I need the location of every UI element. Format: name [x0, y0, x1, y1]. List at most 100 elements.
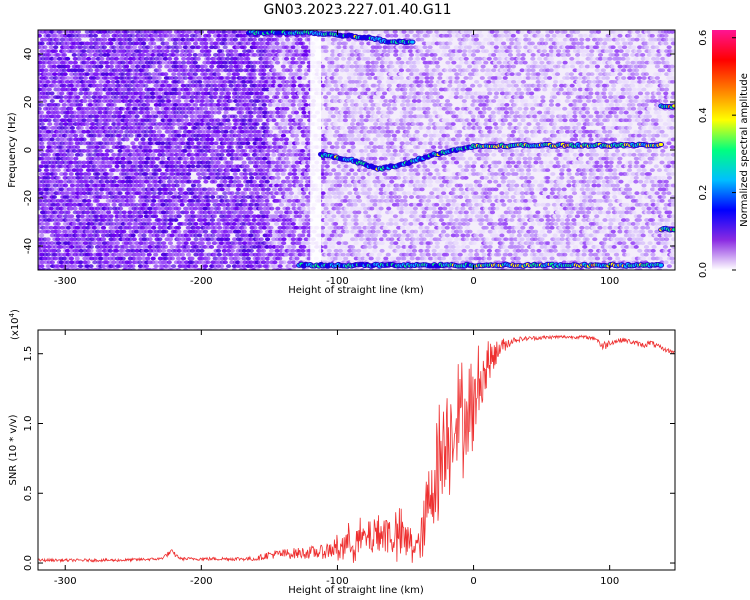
spectrogram-cell — [143, 84, 148, 88]
spectrogram-cell — [95, 234, 100, 238]
spectrogram-cell — [274, 138, 279, 142]
spectrogram-cell — [193, 61, 198, 65]
spectrogram-cell — [72, 207, 77, 211]
spectrogram-cell — [203, 45, 208, 49]
spectrogram-cell — [271, 76, 276, 80]
spectrogram-cell — [246, 42, 251, 46]
spectrogram-cell — [325, 161, 330, 165]
spectrogram-cell — [323, 207, 328, 211]
spectrogram-cell — [46, 264, 51, 268]
spectrogram-cell — [78, 195, 83, 199]
spectrogram-cell — [69, 257, 74, 261]
spectrogram-cell — [176, 99, 181, 103]
spectrogram-cell — [82, 99, 87, 103]
spectrogram-cell — [99, 191, 104, 195]
spectrogram-cell — [88, 91, 93, 95]
spectrogram-cell — [39, 141, 44, 145]
spectrogram-cell — [269, 249, 274, 253]
spectrogram-cell — [102, 45, 107, 49]
spectrogram-cell — [334, 218, 339, 222]
spectrogram-cell — [88, 99, 93, 103]
spectrogram-cell — [155, 234, 160, 238]
spectrogram-cell — [297, 91, 302, 95]
spectrogram-cell — [42, 45, 47, 49]
spectrogram-cell — [179, 118, 184, 122]
spectrogram-cell — [265, 260, 270, 264]
spectrogram-cell — [176, 38, 181, 42]
spectrogram-cell — [279, 203, 284, 207]
spectrogram-cell — [161, 249, 166, 253]
spectrogram-cell — [46, 126, 51, 130]
spectrogram-cell — [294, 211, 299, 215]
spectrogram-cell — [261, 68, 266, 72]
spectrogram-cell — [226, 91, 231, 95]
spectrogram-cell — [220, 187, 225, 191]
spectrogram-cell — [168, 237, 173, 241]
spectrogram-cell — [246, 187, 251, 191]
spectrogram-cell — [176, 207, 181, 211]
spectrogram-cell — [65, 65, 70, 69]
spectrogram-cell — [135, 115, 140, 119]
spectrogram-cell — [65, 191, 70, 195]
spectrogram-cell — [106, 211, 111, 215]
spectrogram-cell — [166, 184, 171, 188]
spectrogram-cell — [281, 115, 286, 119]
spectrogram-cell — [127, 72, 132, 76]
spectrogram-cell — [323, 95, 328, 99]
spectrogram-cell — [99, 57, 104, 61]
spectrogram-cell — [68, 157, 73, 161]
spectrogram-cell — [304, 172, 309, 176]
spectrogram-cell — [323, 241, 328, 245]
spectrogram-cell — [57, 230, 62, 234]
spectrogram-cell — [249, 49, 254, 53]
spectrogram-cell — [281, 241, 286, 245]
spectrogram-cell — [70, 126, 75, 130]
spectrogram-cell — [49, 45, 54, 49]
spectrogram-cell — [206, 49, 211, 53]
spectrogram-cell — [138, 214, 143, 218]
spectrogram-cell — [298, 72, 303, 76]
spectrogram-cell — [108, 218, 113, 222]
spectrogram-cell — [261, 38, 266, 42]
spectrogram-cell — [228, 84, 233, 88]
spectrogram-cell — [327, 237, 332, 241]
spectrogram-cell — [230, 191, 235, 195]
spectrogram-cell — [176, 91, 181, 95]
spectrogram-cell — [107, 164, 112, 168]
spectrogram-cell — [213, 191, 218, 195]
spectrogram-cell — [132, 45, 137, 49]
spectrogram-cell — [78, 264, 83, 268]
spectrogram-cell — [156, 91, 161, 95]
spectrogram-cell — [85, 260, 90, 264]
spectrogram-cell — [190, 164, 195, 168]
spectrogram-cell — [62, 103, 67, 107]
spectrogram-cell — [300, 199, 305, 203]
spectrogram-cell — [281, 237, 286, 241]
spectrogram-cell — [245, 141, 250, 145]
spectrogram-cell — [326, 191, 331, 195]
spectrogram-cell — [114, 184, 119, 188]
spectrogram-cell — [235, 149, 240, 153]
spectrogram-cell — [65, 42, 70, 46]
spectrogram-cell — [248, 107, 253, 111]
spectrogram-cell — [153, 180, 158, 184]
spectrogram-cell — [146, 195, 151, 199]
spectrogram-cell — [153, 115, 158, 119]
spectrogram-cell — [297, 68, 302, 72]
spectrogram-cell — [291, 203, 296, 207]
spectrogram-cell — [58, 180, 63, 184]
spectrogram-cell — [235, 91, 240, 95]
spectrogram-cell — [290, 249, 295, 253]
spectrogram-cell — [269, 65, 274, 69]
spectrogram-cell — [151, 65, 156, 69]
spectrogram-cell — [287, 187, 292, 191]
spectrogram-cell — [163, 172, 168, 176]
spectrogram-cell — [326, 168, 331, 172]
spectrogram-cell — [328, 172, 333, 176]
spectrogram-cell — [180, 153, 185, 157]
spectrogram-cell — [202, 172, 207, 176]
spectrogram-cell — [305, 138, 310, 142]
spectrogram-cell — [331, 241, 336, 245]
spectrogram-cell — [301, 122, 306, 126]
spectrogram-cell — [75, 199, 80, 203]
